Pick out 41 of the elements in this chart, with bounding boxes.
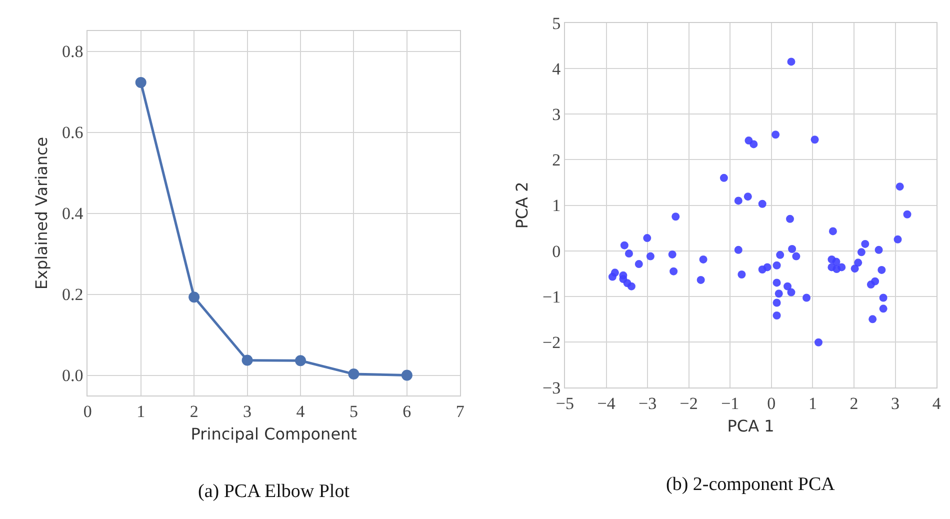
y-tick-label: 0.4 [62,204,84,224]
y-tick-label: 0 [552,242,561,261]
x-tick-label: 1 [808,394,817,413]
text: (a) PCA Elbow Plot [198,481,350,502]
text: (b) 2-component PCA [666,474,836,495]
point [401,370,412,381]
x-tick-label: 1 [136,402,146,421]
x-tick-label: 6 [402,402,412,421]
x-tick-label: −2 [680,394,698,413]
point [295,355,306,366]
x-tick-label: 4 [296,402,306,421]
x-tick-label: 5 [349,402,358,421]
x-tick-label: 3 [891,394,900,413]
y-tick-label: 0.6 [62,123,84,142]
x-axis-title: Principal Component [190,424,357,444]
x-axis-title: PCA 1 [727,416,774,436]
x-tick-label: 2 [850,394,858,413]
point [348,368,360,380]
y-tick-label: −1 [542,287,561,306]
x-tick-label: 3 [243,402,252,421]
point [188,292,200,303]
y-tick-label: 5 [552,14,561,33]
point [135,76,146,88]
y-axis-title: Explained Variance [32,136,51,290]
point [242,354,253,366]
y-tick-label: 0.8 [62,42,84,62]
y-tick-label: 1 [552,196,561,216]
y-tick-label: 4 [552,60,562,79]
x-tick-label: 2 [190,402,198,421]
x-tick-label: 4 [932,394,942,413]
x-tick-label: −3 [638,394,657,413]
y-tick-label: −2 [542,332,561,352]
y-tick-label: 2 [552,150,561,170]
x-tick-label: −4 [597,394,616,413]
y-axis-title: PCA 2 [512,182,532,229]
y-tick-label: 3 [552,105,561,124]
x-tick-label: −1 [721,394,740,413]
y-tick-label: 0.2 [62,285,84,304]
x-tick-label: 0 [767,394,776,413]
y-tick-label: 0.0 [62,366,84,386]
x-tick-label: 7 [456,402,465,421]
